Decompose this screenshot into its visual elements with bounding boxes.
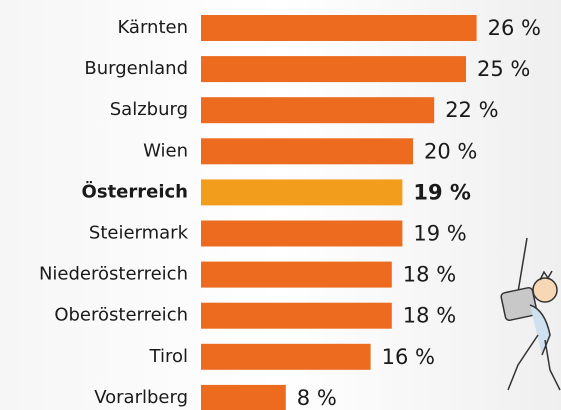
value-label: 22 %: [445, 98, 498, 122]
category-label: Vorarlberg: [94, 387, 188, 408]
bar: [201, 344, 371, 370]
category-label: Kärnten: [117, 17, 188, 38]
value-label: 16 %: [382, 345, 435, 369]
category-label: Burgenland: [84, 58, 188, 79]
bar: [201, 303, 392, 329]
value-label: 20 %: [424, 139, 477, 163]
category-label: Oberösterreich: [54, 305, 188, 326]
category-label: Wien: [143, 140, 188, 161]
bar: [201, 97, 434, 123]
value-label: 19 %: [413, 222, 466, 246]
bar: [201, 179, 402, 205]
value-label: 19 %: [413, 180, 471, 204]
bar: [201, 385, 286, 410]
bar: [201, 56, 466, 82]
value-label: 18 %: [403, 263, 456, 287]
value-label: 8 %: [297, 386, 337, 410]
value-label: 26 %: [488, 16, 541, 40]
bar: [201, 138, 413, 164]
category-label: Salzburg: [110, 99, 188, 120]
bar: [201, 15, 477, 41]
page: {"chart_data": {"type": "bar", "orientat…: [0, 0, 561, 410]
category-label: Österreich: [82, 180, 188, 202]
bar: [201, 262, 392, 288]
value-label: 18 %: [403, 304, 456, 328]
chart: Kärnten 26 % Burgenland 25 % Salzburg 22 % Wie…: [0, 0, 561, 410]
value-label: 25 %: [477, 57, 530, 81]
category-label: Tirol: [149, 346, 188, 367]
category-label: Steiermark: [89, 223, 189, 244]
bar: [201, 221, 402, 247]
category-label: Niederösterreich: [39, 264, 188, 285]
